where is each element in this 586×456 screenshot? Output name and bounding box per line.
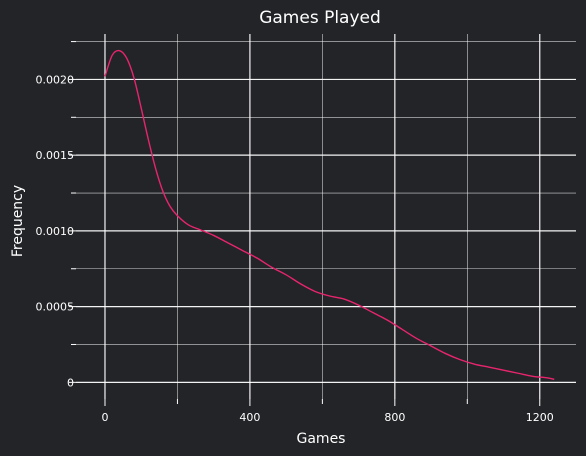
chart-title: Games Played [259, 8, 381, 28]
tick-marks [69, 41, 541, 406]
x-tick-label: 1200 [526, 411, 554, 424]
y-axis-label: Frequency [10, 185, 26, 257]
x-axis-label: Games [297, 431, 346, 447]
x-tick-label: 0 [101, 411, 108, 424]
y-tick-label: 0.0005 [36, 301, 75, 314]
y-tick-label: 0.0020 [36, 73, 75, 86]
tick-labels: 0 400 800 1200 0 0.0005 0.0010 0.0015 0.0020 [36, 73, 554, 424]
y-tick-label: 0.0010 [36, 225, 75, 238]
y-tick-label: 0.0015 [36, 149, 75, 162]
x-tick-label: 400 [239, 411, 260, 424]
density-line [104, 49, 555, 380]
minor-gridlines [76, 34, 576, 399]
x-tick-label: 800 [384, 411, 405, 424]
series-layer [104, 49, 555, 380]
major-gridlines [76, 34, 576, 399]
y-tick-label: 0 [67, 376, 74, 389]
